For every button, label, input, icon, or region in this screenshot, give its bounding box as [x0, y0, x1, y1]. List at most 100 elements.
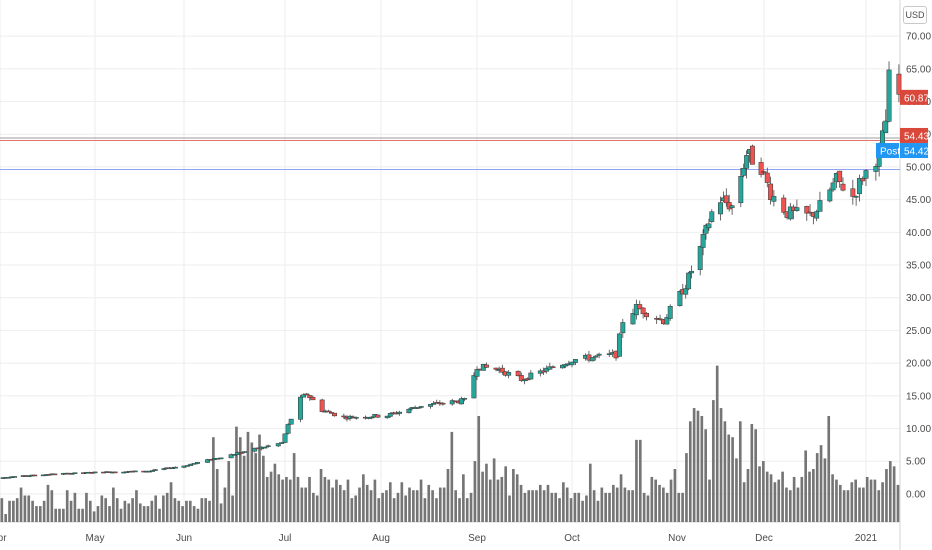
volume-bar [169, 482, 173, 522]
candle-body [431, 402, 437, 405]
candle-body [706, 223, 712, 229]
volume-bar [262, 455, 265, 522]
volume-bar [235, 426, 238, 522]
volume-bar [423, 498, 427, 522]
volume-bar [838, 484, 842, 522]
volume-bar [577, 492, 581, 522]
candle-body [560, 364, 565, 369]
volume-bar [735, 458, 738, 522]
volume-bar [427, 484, 431, 522]
volume-bar [96, 506, 100, 522]
y-tick-label: 15.00 [906, 391, 931, 402]
candle-body [827, 189, 833, 202]
volume-bar [569, 498, 573, 522]
y-tick-label: 45.00 [906, 195, 931, 206]
candle-body [149, 470, 155, 472]
volume-bar [600, 487, 604, 522]
volume-bar [542, 490, 546, 522]
volume-bar [300, 487, 304, 522]
volume-bar [431, 490, 434, 522]
last-price-label: 60.87 [904, 93, 929, 104]
reference-price-label: 54.43 [904, 131, 929, 142]
candle-body [738, 176, 744, 204]
volume-bar [696, 410, 700, 522]
volume-bar [181, 506, 184, 522]
volume-bar [708, 479, 711, 522]
candle-body [72, 472, 78, 474]
y-tick-label: 25.00 [906, 326, 931, 337]
volume-bar [212, 437, 215, 522]
volume-bar [185, 500, 188, 522]
volume-bar [469, 492, 473, 522]
volume-bar [612, 484, 615, 522]
volume-bar [215, 469, 219, 522]
volume-bar [50, 490, 54, 522]
candle-body [310, 396, 316, 401]
candle-body [863, 170, 869, 179]
candle-body [896, 73, 902, 95]
volume-bar [823, 458, 827, 522]
candle-body [506, 372, 512, 376]
candle-body [677, 291, 683, 306]
volume-bar [804, 450, 807, 522]
volume-bar [662, 487, 665, 522]
y-tick-label: 20.00 [906, 359, 931, 370]
candle-body [307, 395, 313, 399]
volume-bar [0, 498, 4, 522]
currency-label[interactable]: USD [903, 6, 927, 24]
volume-bar [327, 479, 331, 522]
volume-bar [831, 474, 834, 522]
volume-bar [269, 471, 273, 522]
volume-bar [535, 490, 538, 522]
volume-bar [15, 498, 19, 522]
volume-bar [496, 479, 500, 522]
candle-body [282, 433, 288, 443]
candle-body [860, 178, 866, 182]
volume-bar [888, 461, 892, 522]
volume-bar [192, 506, 196, 522]
volume-bar [473, 461, 477, 522]
volume-bar [604, 492, 607, 522]
volume-bar [704, 429, 707, 522]
candle-body [814, 211, 820, 219]
volume-bar [754, 429, 757, 522]
volume-bar [881, 482, 884, 522]
x-tick-label: Jun [176, 533, 192, 544]
y-tick-label: 10.00 [906, 424, 931, 435]
candle-body [415, 407, 421, 409]
volume-bar [246, 431, 250, 522]
candle-body [664, 317, 670, 325]
volume-bar [519, 484, 523, 522]
candle-body [528, 372, 534, 380]
candle-body [285, 424, 291, 434]
volume-bar [827, 416, 831, 522]
candle-body [787, 206, 793, 220]
volume-bar [688, 421, 692, 522]
price-badges: 60.87 54.43 Post 54.42 [876, 89, 929, 159]
volume-bar [738, 421, 742, 522]
volume-bar [715, 365, 719, 522]
candle-body [781, 197, 787, 213]
volume-bar [112, 487, 115, 522]
candle-body [886, 69, 892, 122]
volume-bar [769, 474, 773, 522]
volume-bar [319, 469, 323, 522]
volume-bar [500, 476, 504, 522]
volume-bar [623, 487, 627, 522]
volume-bar [465, 498, 469, 522]
volume-bar [523, 492, 527, 522]
volume-bar [385, 490, 388, 522]
volume-bar [31, 500, 34, 522]
candle-body [589, 357, 595, 362]
volume-bar [462, 474, 465, 522]
candle-body [265, 445, 271, 447]
candle-body [301, 394, 307, 398]
volume-bar [762, 461, 765, 522]
volume-bar [373, 479, 377, 522]
volume-bar [135, 490, 138, 522]
volume-bar [562, 482, 565, 522]
volume-bar [712, 400, 715, 522]
volume-bar [885, 469, 888, 522]
volume-bar [238, 437, 242, 522]
